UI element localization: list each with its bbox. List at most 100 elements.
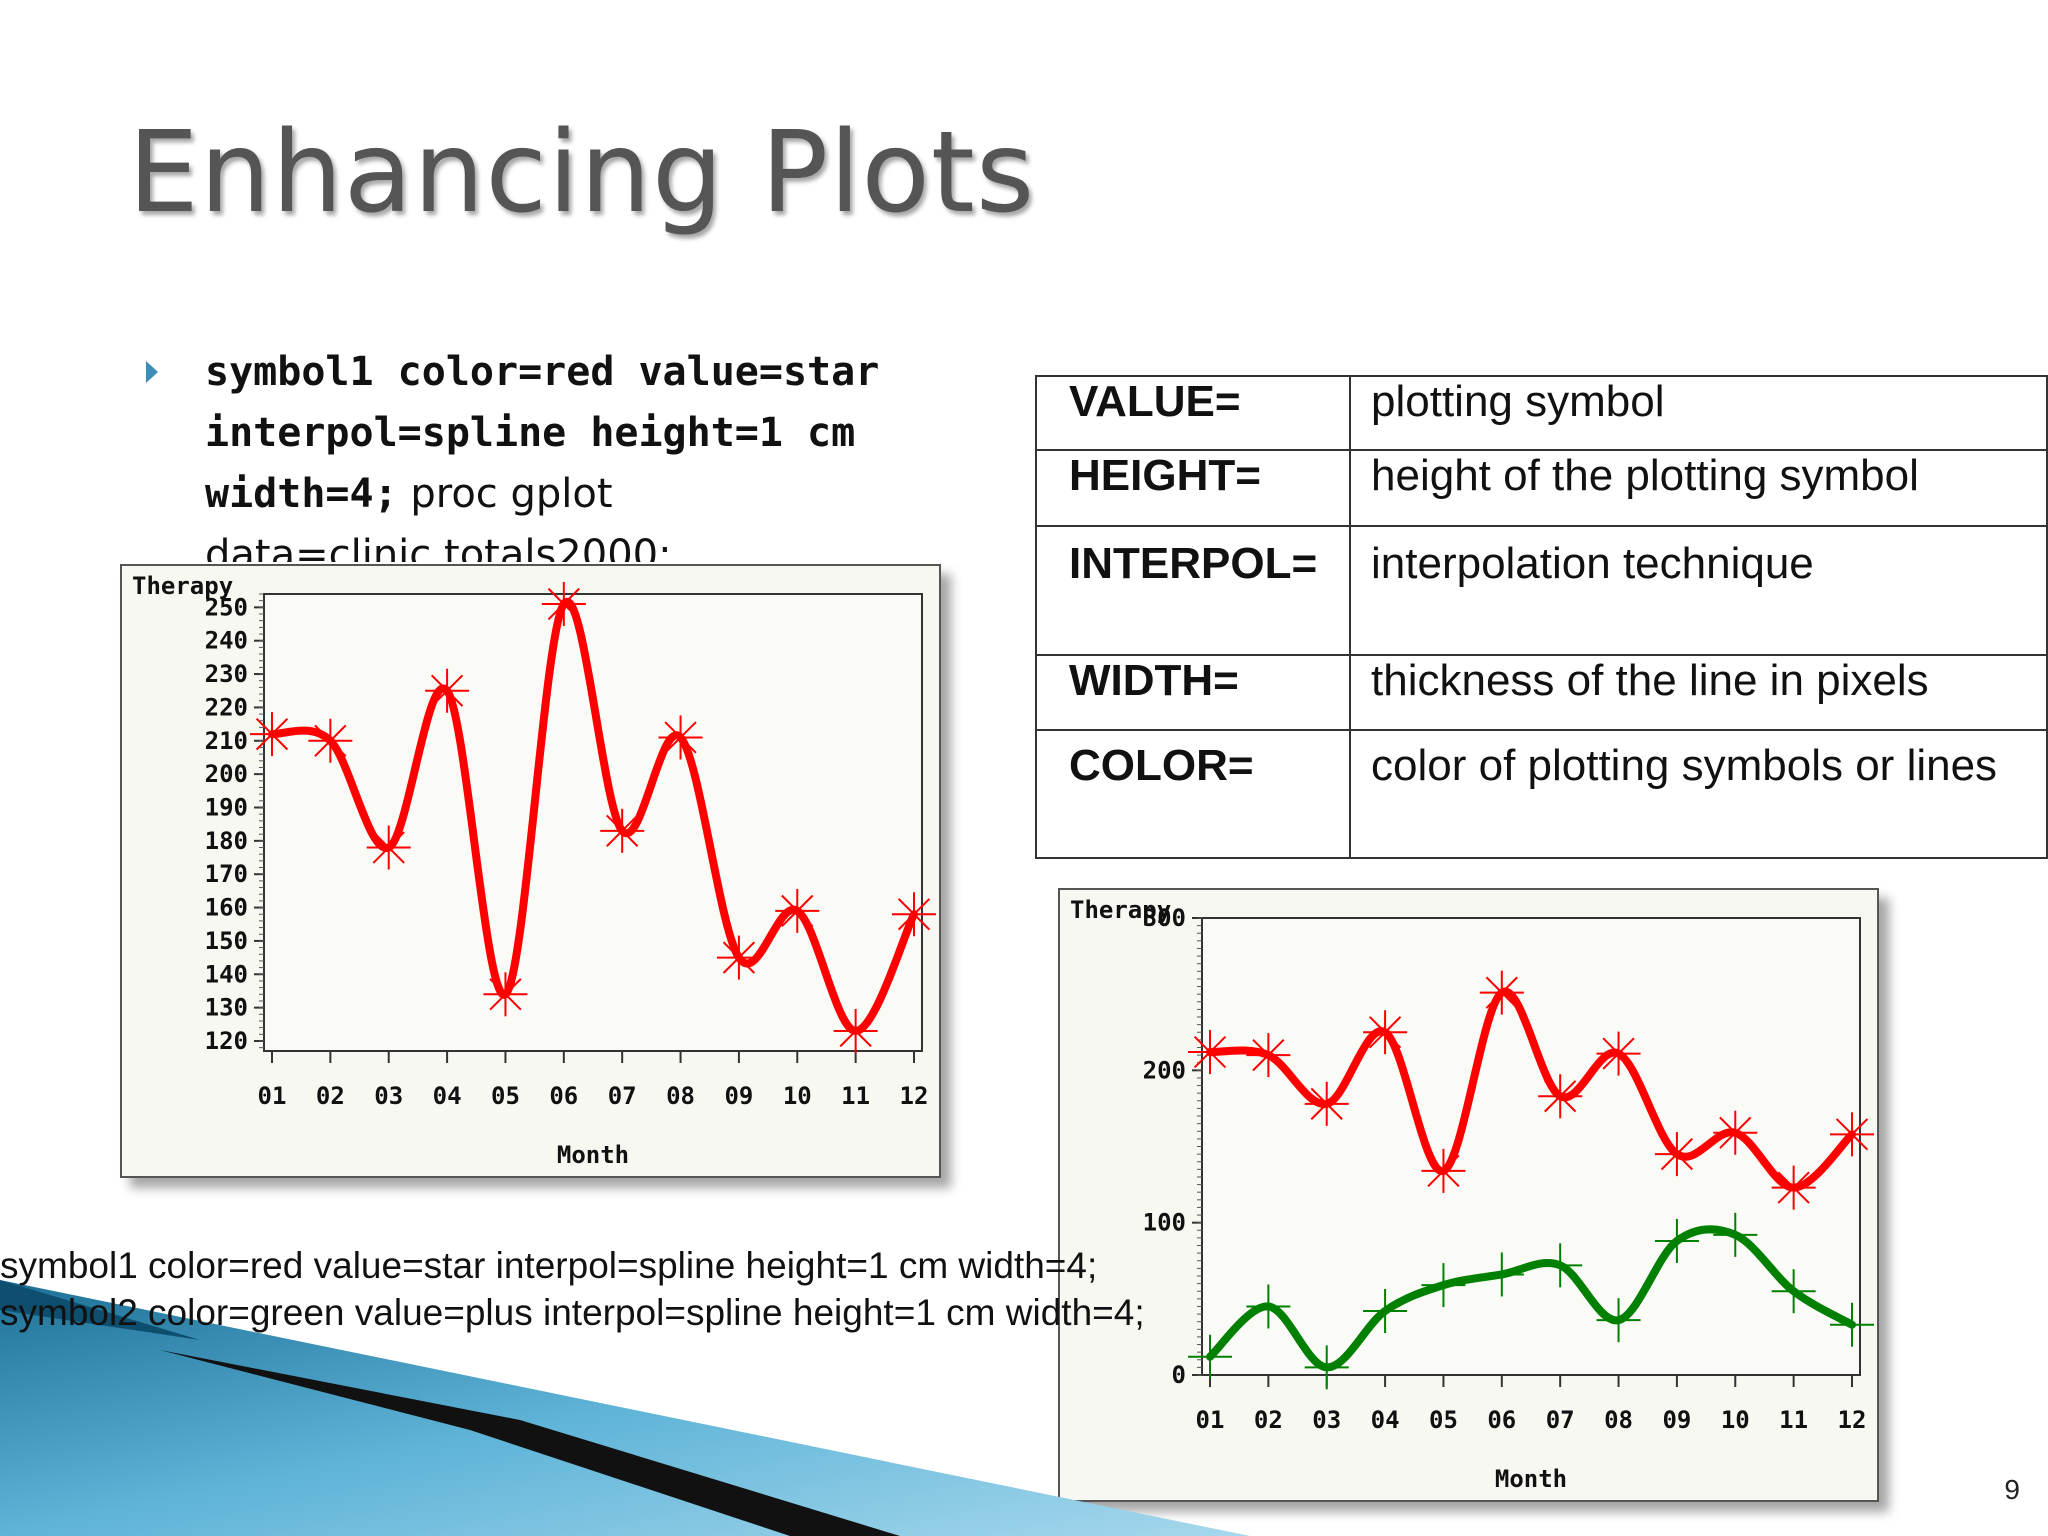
star-marker [1830,1112,1874,1157]
x-tick-label: 10 [783,1082,812,1110]
star-marker [1538,1074,1583,1119]
plot-panel-2: Therapy 0 100 200 300 01 02 03 04 05 06 07 08 09 10 11 1… [1058,888,1879,1502]
x-tick-label: 12 [1838,1406,1867,1434]
table-row: HEIGHT= height of the plotting symbol [1035,449,2048,527]
table-desc: interpolation technique [1349,525,2048,656]
plot-panel-1: Therapy 120 130 140 150 160 170 180 190 200 210 220… [120,564,941,1178]
plus-marker [1830,1302,1874,1347]
x-axis-label: Month [557,1141,629,1169]
therapy-chart-1: Therapy 120 130 140 150 160 170 180 190 200 210 220… [132,572,936,1169]
y-tick-label: 300 [1143,904,1186,932]
x-tick-label: 03 [1312,1406,1341,1434]
plus-marker [1771,1269,1816,1314]
star-marker [308,718,353,763]
y-axis-label: Therapy [132,572,233,600]
plus-marker [1538,1243,1583,1288]
slide-title: Enhancing Plots [128,108,1036,238]
plot-frame [1201,917,1861,1376]
star-marker [425,668,470,713]
star-marker [716,935,761,980]
star-marker [833,1008,878,1053]
plus-marker [1363,1289,1408,1334]
y-tick-label: 180 [205,827,248,855]
star-marker [1421,1148,1466,1193]
star-marker [250,712,294,757]
table-desc: color of plotting symbols or lines [1349,729,2048,859]
table-key: WIDTH= [1035,654,1351,731]
table-key: COLOR= [1035,729,1351,859]
star-marker [541,582,586,627]
star-marker [366,825,411,870]
y-tick-label: 250 [205,593,248,621]
table-desc: thickness of the line in pixels [1349,654,2048,731]
y-tick-label: 0 [1172,1361,1186,1389]
star-marker [1188,1030,1232,1075]
star-marker [1479,970,1524,1015]
y-tick-label: 220 [205,693,248,721]
x-tick-label: 07 [1546,1406,1575,1434]
x-tick-label: 03 [374,1082,403,1110]
page-number: 9 [2004,1474,2020,1505]
star-marker [1771,1165,1816,1210]
x-tick-label: 07 [608,1082,637,1110]
y-tick-label: 230 [205,660,248,688]
star-marker [483,972,528,1017]
x-tick-label: 06 [1487,1406,1516,1434]
y-tick-label: 120 [205,1027,248,1055]
bullet-arrow-icon [146,361,158,383]
star-marker [1246,1033,1291,1078]
star-marker [1713,1110,1758,1155]
y-tick-label: 200 [1143,1056,1186,1084]
y-tick-label: 150 [205,927,248,955]
plot-frame [263,593,923,1052]
x-tick-label: 05 [491,1082,520,1110]
plus-marker [1304,1345,1349,1390]
star-marker [892,892,936,937]
x-tick-label: 01 [1196,1406,1225,1434]
plus-marker [1188,1334,1232,1379]
x-tick-label: 04 [433,1082,462,1110]
star-marker [1304,1081,1349,1126]
y-tick-label: 100 [1143,1209,1186,1237]
star-marker [775,888,820,933]
x-tick-label: 08 [666,1082,695,1110]
y-tick-label: 140 [205,960,248,988]
plus-marker [1654,1218,1699,1263]
plus-marker [1246,1284,1291,1329]
y-tick-label: 240 [205,627,248,655]
plus-marker [1713,1212,1758,1257]
table-key: INTERPOL= [1035,525,1351,656]
x-tick-label: 09 [724,1082,753,1110]
x-tick-label: 06 [549,1082,578,1110]
x-tick-label: 09 [1662,1406,1691,1434]
bullet-code-plain: proc gplot data=clinic.totals2000; [205,471,672,562]
x-tick-label: 04 [1371,1406,1400,1434]
table-desc: plotting symbol [1349,375,2048,451]
x-tick-label: 01 [258,1082,287,1110]
x-tick-label: 02 [1254,1406,1283,1434]
table-key: VALUE= [1035,375,1351,451]
table-row: WIDTH= thickness of the line in pixels [1035,654,2048,731]
bullet-code: symbol1 color=red value=star interpol=sp… [205,342,965,562]
x-tick-label: 02 [316,1082,345,1110]
x-tick-label: 05 [1429,1406,1458,1434]
table-row: VALUE= plotting symbol [1035,375,2048,451]
table-row: COLOR= color of plotting symbols or line… [1035,729,2048,859]
x-tick-label: 11 [1779,1406,1808,1434]
plus-marker [1421,1263,1466,1308]
star-marker [1654,1132,1699,1177]
options-table: VALUE= plotting symbol HEIGHT= height of… [1035,375,2048,859]
y-tick-label: 210 [205,727,248,755]
star-marker [658,715,703,760]
y-tick-label: 160 [205,894,248,922]
plus-marker [1596,1298,1641,1343]
symbol1-statement: symbol1 color=red value=star interpol=sp… [0,1245,1098,1286]
series-line-symbol2 [1206,1225,1856,1372]
x-tick-label: 10 [1721,1406,1750,1434]
therapy-chart-2: Therapy 0 100 200 300 01 02 03 04 05 06 07 08 09 10 11 1… [1070,896,1874,1493]
table-row: INTERPOL= interpolation technique [1035,525,2048,656]
x-tick-label: 08 [1604,1406,1633,1434]
star-marker [600,808,645,853]
x-tick-label: 11 [841,1082,870,1110]
y-tick-label: 130 [205,994,248,1022]
